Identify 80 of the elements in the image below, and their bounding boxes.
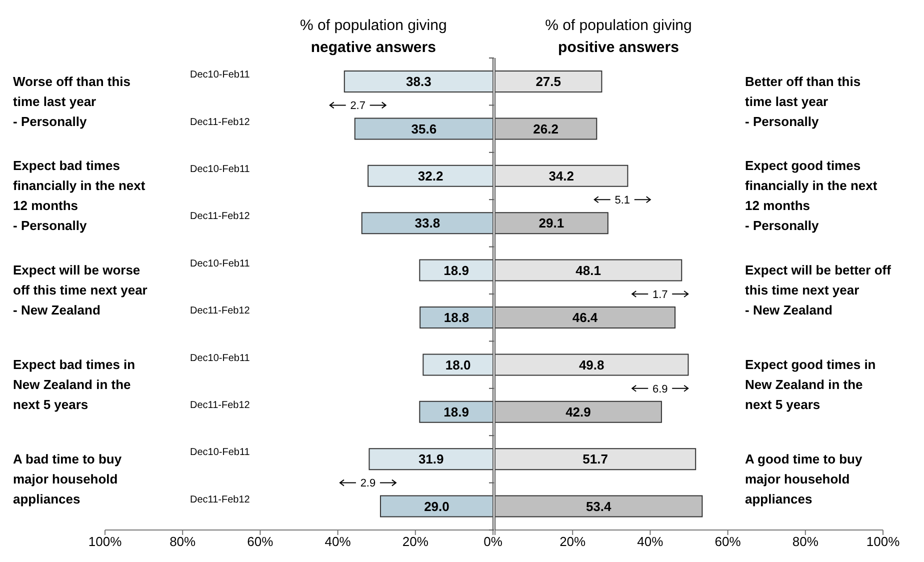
- data-label: 18.0: [445, 357, 471, 372]
- bar: [495, 118, 598, 140]
- bar: [495, 354, 689, 376]
- annotation: Expect bad times financially in the next 12 months - Personally: [13, 158, 146, 234]
- annotation: A bad time to buy major household appliances: [13, 451, 122, 506]
- bar: [495, 212, 608, 234]
- x-tick-label: 100%: [866, 534, 900, 550]
- bar: [420, 306, 493, 328]
- data-label: 29.1: [538, 216, 564, 231]
- bar: [495, 495, 703, 518]
- annotation: Better off than this time last year - Personally: [745, 74, 861, 129]
- annotation: Expect bad times in New Zealand in the next 5 years: [13, 356, 136, 412]
- data-label: 46.4: [572, 310, 598, 326]
- bar: [368, 448, 493, 470]
- text: negative answers: [310, 39, 436, 56]
- bar: [495, 70, 602, 92]
- data-label: 51.7: [582, 452, 608, 467]
- x-tick-label: 0%: [484, 534, 503, 550]
- bar: [419, 259, 493, 282]
- data-label: 18.9: [444, 404, 469, 420]
- annotation: Expect will be better off this time next year - New Zealand: [745, 262, 892, 318]
- bar: [368, 164, 493, 187]
- y-tick-label: Dec11-Feb12: [190, 494, 250, 506]
- x-tick-label: 60%: [714, 534, 742, 550]
- data-label: 53.4: [586, 498, 612, 514]
- data-label: 26.2: [533, 121, 558, 136]
- text: positive answers: [558, 39, 679, 56]
- y-tick-label: Dec11-Feb12: [190, 211, 250, 222]
- x-tick-label: 100%: [88, 534, 122, 550]
- bar: [344, 70, 493, 92]
- annotation: Expect will be worse off this time next year - New Zealand: [13, 262, 148, 318]
- text: % of population giving: [545, 17, 692, 34]
- annotation: Expect good times financially in the next 12 months - Personally: [745, 158, 878, 234]
- data-label: 32.2: [418, 168, 444, 184]
- x-tick-label: 80%: [792, 534, 819, 550]
- data-label: 33.8: [414, 216, 440, 231]
- bar: [419, 400, 493, 423]
- y-tick-label: Dec10-Feb11: [190, 447, 250, 458]
- data-label: 38.3: [406, 74, 432, 90]
- bar: [380, 495, 493, 518]
- bar: [495, 259, 682, 282]
- data-label: 27.5: [536, 74, 562, 90]
- y-tick-label: Dec10-Feb11: [190, 70, 250, 81]
- bar: [495, 164, 628, 187]
- annotation: Expect good times in New Zealand in the next 5 years: [745, 356, 876, 412]
- data-label: 31.9: [418, 452, 444, 467]
- y-tick-label: Dec10-Feb11: [190, 164, 250, 175]
- annotation: 5.1: [614, 194, 630, 206]
- data-label: 29.0: [424, 498, 450, 514]
- x-tick-label: 40%: [637, 534, 664, 550]
- y-tick-label: Dec10-Feb11: [190, 258, 250, 270]
- y-tick-label: Dec10-Feb11: [190, 352, 250, 364]
- text: % of population giving: [300, 17, 447, 34]
- annotation: 1.7: [652, 288, 668, 301]
- bar: [354, 118, 493, 140]
- bar: [495, 306, 676, 328]
- data-label: 34.2: [548, 168, 574, 184]
- annotation: 6.9: [652, 383, 668, 396]
- y-tick-label: Dec11-Feb12: [190, 306, 250, 317]
- bar: [495, 400, 662, 423]
- data-label: 49.8: [578, 357, 604, 372]
- x-tick-label: 20%: [560, 534, 586, 550]
- bar: [422, 354, 493, 376]
- bar: [361, 212, 493, 234]
- data-label: 48.1: [576, 262, 601, 278]
- data-label: 42.9: [566, 404, 591, 420]
- bar: [495, 448, 696, 470]
- data-label: 18.9: [444, 262, 469, 278]
- annotation: 2.9: [360, 478, 376, 490]
- annotation: A good time to buy major household appliances: [745, 451, 863, 506]
- data-label: 18.8: [444, 310, 470, 326]
- annotation: 2.7: [350, 100, 366, 112]
- x-tick-label: 20%: [402, 534, 429, 550]
- x-tick-label: 80%: [170, 534, 196, 550]
- x-tick-label: 60%: [247, 534, 274, 550]
- data-label: 35.6: [411, 121, 437, 136]
- annotation: Worse off than this time last year - Personally: [13, 74, 130, 129]
- y-tick-label: Dec11-Feb12: [190, 116, 250, 128]
- x-tick-label: 40%: [324, 534, 352, 550]
- y-tick-label: Dec11-Feb12: [190, 400, 250, 411]
